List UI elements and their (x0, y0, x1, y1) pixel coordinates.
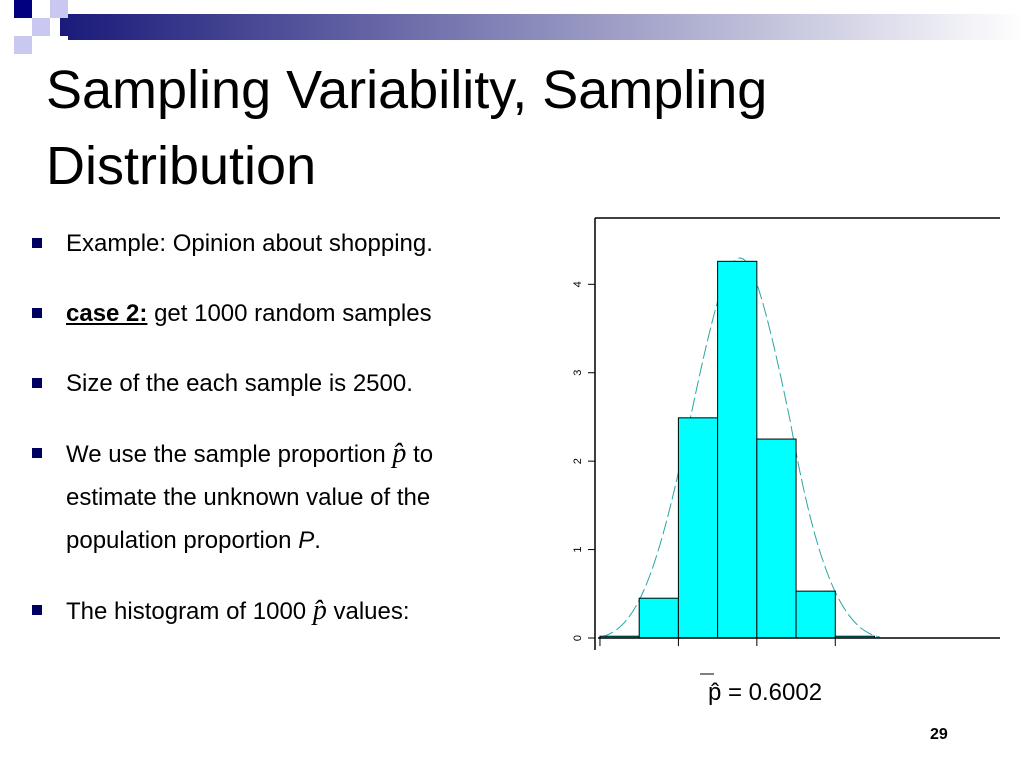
header-bar (60, 14, 1024, 40)
bullet-label: case 2: (66, 300, 148, 327)
symbol: p̂ (392, 438, 407, 469)
bullet-text: Example: Opinion about shopping. (66, 230, 433, 257)
square (32, 18, 50, 36)
y-tick-label: 2 (572, 458, 584, 464)
bullet: case 2: get 1000 random samples (30, 292, 550, 335)
bar (638, 597, 679, 639)
symbol: P (298, 527, 315, 554)
bullet-text: . (314, 527, 321, 554)
square (14, 36, 32, 54)
slide-title: Sampling Variability, Sampling Distribut… (46, 52, 767, 204)
bullet-text: values: (333, 598, 410, 625)
square (50, 36, 68, 54)
bullet-text: The histogram of 1000 (66, 598, 307, 625)
bar (677, 417, 719, 639)
y-tick-label: 4 (572, 281, 584, 287)
bullet-list: Example: Opinion about shopping. case 2:… (30, 222, 550, 660)
bullet-text: estimate the unknown value of the (66, 484, 431, 511)
bar (756, 438, 797, 639)
bullet-text: population proportion (66, 527, 292, 554)
bullet-text: Size of the each sample is 2500. (66, 370, 413, 397)
mean-label: p̂ = 0.6002 (708, 679, 822, 706)
bullet-text: get 1000 random samples (154, 300, 432, 327)
square (50, 0, 68, 18)
bullet: Size of the each sample is 2500. (30, 362, 550, 405)
title-line: Sampling Variability, Sampling (46, 60, 768, 120)
normal-curve (599, 257, 881, 638)
y-tick-label: 1 (572, 547, 584, 553)
symbol: p̂ (312, 595, 327, 626)
bullet: The histogram of 1000 p̂ values: (30, 589, 550, 633)
y-tick-label: 3 (572, 370, 584, 376)
bullet-text: to (413, 441, 434, 468)
bullet: We use the sample proportion p̂ to estima… (30, 432, 550, 562)
title-line: Distribution (46, 136, 317, 196)
bullet: Example: Opinion about shopping. (30, 222, 550, 265)
page-number: 29 (930, 726, 948, 743)
y-tick-label: 0 (572, 635, 584, 641)
bar (795, 590, 836, 639)
bar (717, 260, 758, 639)
square (14, 0, 32, 18)
bullet-text: We use the sample proportion (66, 441, 386, 468)
